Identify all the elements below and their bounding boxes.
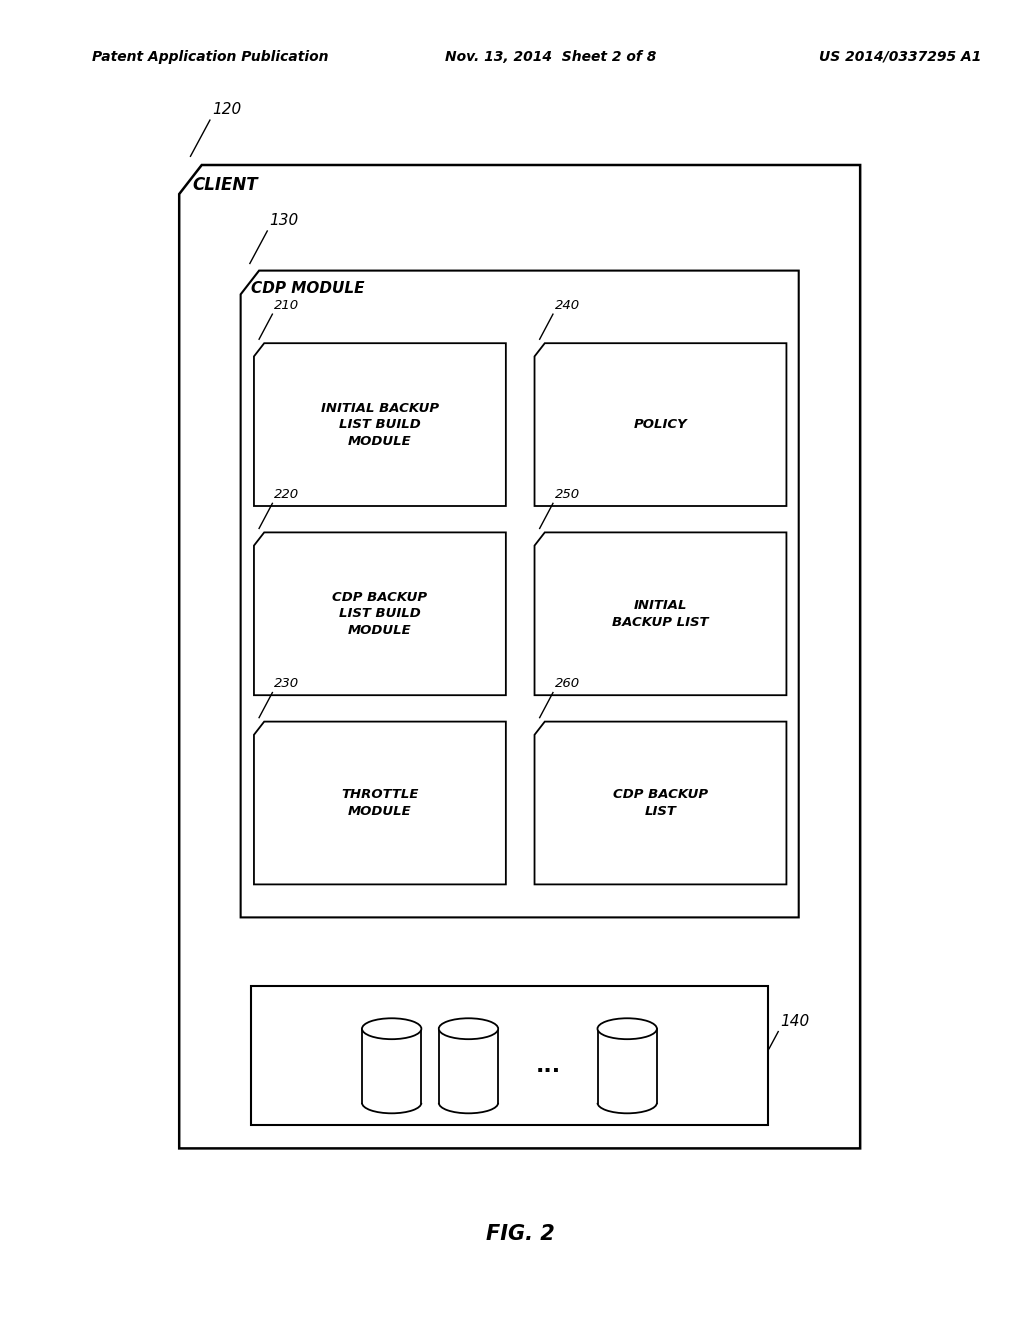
Bar bbox=[362, 1028, 422, 1104]
Text: POLICY: POLICY bbox=[634, 418, 687, 432]
Text: 250: 250 bbox=[555, 487, 581, 500]
Text: US 2014/0337295 A1: US 2014/0337295 A1 bbox=[819, 50, 982, 63]
Text: 210: 210 bbox=[274, 298, 300, 312]
Bar bbox=[251, 986, 768, 1125]
Polygon shape bbox=[535, 722, 786, 884]
Text: 220: 220 bbox=[274, 487, 300, 500]
Text: CDP BACKUP
LIST: CDP BACKUP LIST bbox=[613, 788, 708, 818]
Ellipse shape bbox=[362, 1018, 422, 1039]
Text: CDP MODULE: CDP MODULE bbox=[251, 281, 365, 296]
Text: ...: ... bbox=[536, 1056, 560, 1076]
Text: 230: 230 bbox=[274, 677, 300, 690]
Text: Patent Application Publication: Patent Application Publication bbox=[92, 50, 329, 63]
Ellipse shape bbox=[597, 1018, 657, 1039]
Polygon shape bbox=[254, 722, 506, 884]
Ellipse shape bbox=[438, 1018, 499, 1039]
Bar bbox=[438, 1028, 498, 1104]
Text: 130: 130 bbox=[269, 214, 299, 228]
Polygon shape bbox=[179, 165, 860, 1148]
Text: INITIAL BACKUP
LIST BUILD
MODULE: INITIAL BACKUP LIST BUILD MODULE bbox=[321, 401, 439, 447]
Polygon shape bbox=[535, 343, 786, 506]
Bar bbox=[598, 1028, 657, 1104]
Polygon shape bbox=[241, 271, 799, 917]
Text: THROTTLE
MODULE: THROTTLE MODULE bbox=[341, 788, 419, 818]
Text: 120: 120 bbox=[212, 103, 242, 117]
Text: Nov. 13, 2014  Sheet 2 of 8: Nov. 13, 2014 Sheet 2 of 8 bbox=[445, 50, 656, 63]
Text: 260: 260 bbox=[555, 677, 581, 690]
Polygon shape bbox=[254, 532, 506, 696]
Text: 240: 240 bbox=[555, 298, 581, 312]
Text: INITIAL
BACKUP LIST: INITIAL BACKUP LIST bbox=[612, 599, 709, 628]
Text: CLIENT: CLIENT bbox=[193, 176, 258, 194]
Text: CDP BACKUP
LIST BUILD
MODULE: CDP BACKUP LIST BUILD MODULE bbox=[333, 591, 427, 636]
Polygon shape bbox=[254, 343, 506, 506]
Polygon shape bbox=[535, 532, 786, 696]
Text: FIG. 2: FIG. 2 bbox=[485, 1224, 555, 1245]
Text: 140: 140 bbox=[780, 1014, 810, 1030]
